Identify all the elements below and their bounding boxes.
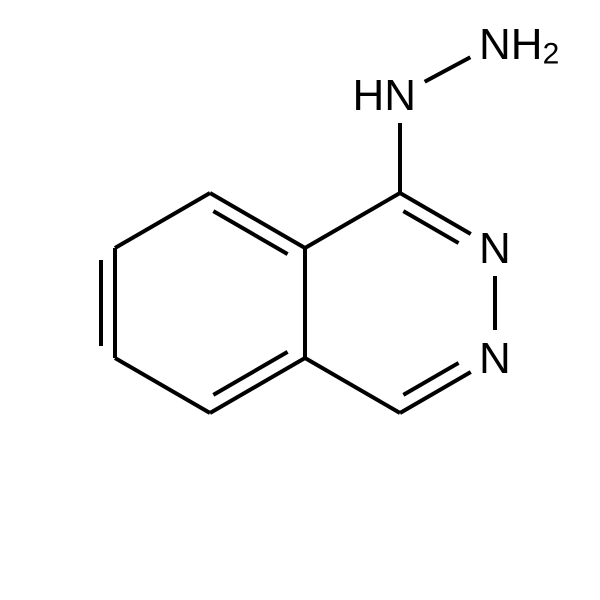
bond	[210, 193, 305, 248]
bond	[115, 358, 210, 413]
bond	[403, 363, 458, 395]
bond	[115, 193, 210, 248]
atom-label: N	[479, 334, 511, 383]
atom-label: HN	[352, 71, 416, 120]
bond	[403, 211, 458, 243]
atom-label: N	[479, 224, 511, 273]
bond-layer	[101, 57, 495, 413]
bond	[210, 358, 305, 413]
chemical-structure: N N HN NH2	[0, 0, 600, 600]
bond	[425, 57, 471, 82]
bond	[305, 358, 400, 413]
atom-label: NH2	[479, 20, 559, 71]
bond	[305, 193, 400, 248]
